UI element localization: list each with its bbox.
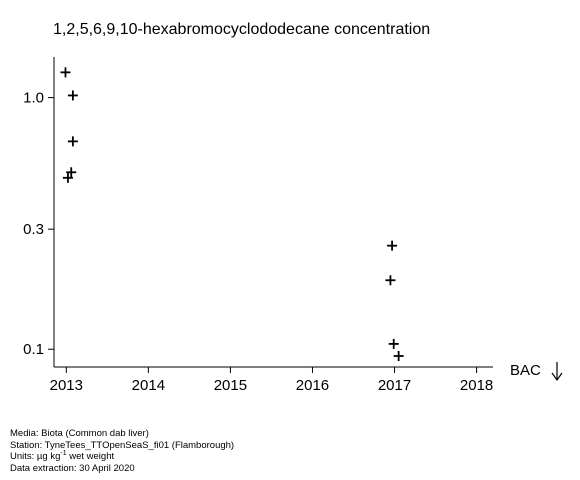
x-tick-label-2015: 2015 xyxy=(214,377,247,394)
chart-footer: Media: Biota (Common dab liver) Station:… xyxy=(10,428,234,474)
data-point-8 xyxy=(388,338,399,349)
x-tick-label-2016: 2016 xyxy=(296,377,329,394)
axes: 2013 2014 2015 2016 2017 2018 0.1 0.3 1.0 xyxy=(23,57,493,394)
footer-media: Media: Biota (Common dab liver) xyxy=(10,428,149,439)
data-point-2 xyxy=(67,90,78,101)
chart: 1,2,5,6,9,10-hexabromocyclododecane conc… xyxy=(23,21,563,394)
x-tick-label-2018: 2018 xyxy=(460,377,493,394)
bac-label: BAC xyxy=(510,362,541,379)
y-tick-label-0.1: 0.1 xyxy=(23,341,44,358)
data-point-6 xyxy=(387,240,398,251)
data-points xyxy=(60,67,404,362)
x-tick-label-2017: 2017 xyxy=(378,377,411,394)
y-tick-label-0.3: 0.3 xyxy=(23,221,44,238)
chart-title: 1,2,5,6,9,10-hexabromocyclododecane conc… xyxy=(53,21,430,38)
data-point-9 xyxy=(393,351,404,362)
bac-annotation: BAC xyxy=(510,362,563,382)
x-tick-label-2013: 2013 xyxy=(50,377,83,394)
footer-units-suffix: wet weight xyxy=(66,451,115,463)
down-arrow-icon xyxy=(551,372,563,382)
data-point-5 xyxy=(62,172,73,183)
footer-station: Station: TyneTees_TTOpenSeaS_fi01 (Flamb… xyxy=(10,439,235,451)
data-point-4 xyxy=(66,167,77,178)
data-point-7 xyxy=(385,275,396,286)
footer-extraction: Data extraction: 30 April 2020 xyxy=(10,462,135,474)
footer-units-prefix: Units: µg kg xyxy=(10,451,61,463)
x-tick-label-2014: 2014 xyxy=(132,377,165,394)
data-point-1 xyxy=(60,67,71,78)
data-point-3 xyxy=(67,136,78,147)
footer-units-exponent: -1 xyxy=(60,450,67,458)
footer-units: Units: µg kg-1 wet weight xyxy=(10,450,234,463)
y-tick-label-1: 1.0 xyxy=(23,90,44,107)
